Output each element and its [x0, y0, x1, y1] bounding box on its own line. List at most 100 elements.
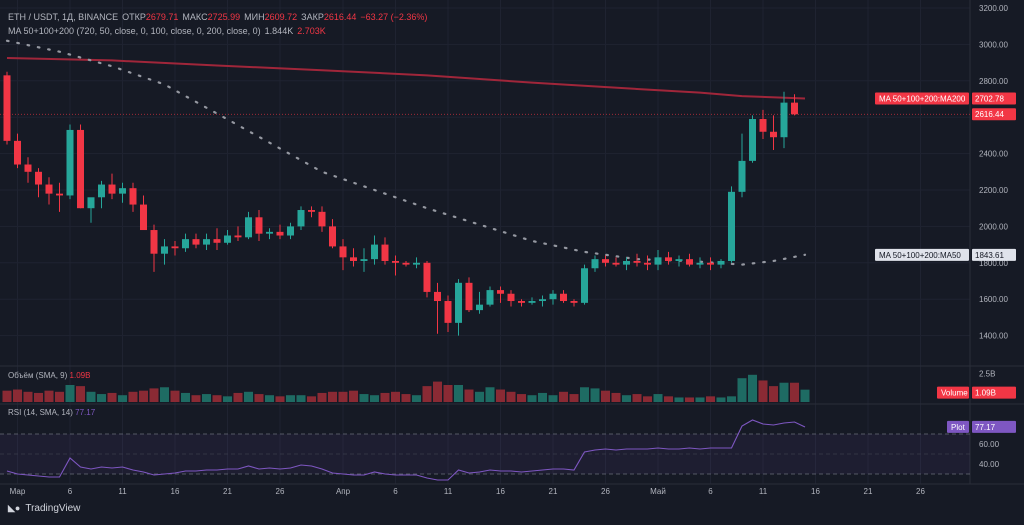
- candle-body: [287, 226, 294, 236]
- candle: [381, 237, 389, 265]
- candle: [255, 210, 263, 241]
- time-tick-label: 6: [708, 487, 713, 496]
- candle: [507, 290, 515, 307]
- candle-body: [497, 290, 504, 294]
- candle-body: [171, 246, 179, 249]
- rsi-tag-label: Plot: [951, 423, 966, 432]
- candle: [549, 290, 557, 305]
- candle-body: [413, 262, 420, 265]
- candle-body: [665, 257, 672, 261]
- volume-bar: [622, 395, 631, 402]
- rsi-legend: RSI (14, SMA, 14) 77.17: [8, 408, 95, 417]
- time-tick-label: 21: [864, 487, 873, 496]
- candle: [224, 230, 231, 245]
- rsi-title[interactable]: RSI (14, SMA, 14): [8, 408, 73, 417]
- ma200-tag-label-bg: [875, 92, 969, 105]
- volume-bar: [181, 392, 190, 402]
- candle-body: [140, 204, 147, 231]
- price-tick-label: 3000.00: [979, 40, 1008, 49]
- candle-body: [612, 262, 620, 265]
- candle: [686, 253, 693, 267]
- candle-body: [108, 184, 116, 194]
- candle: [3, 71, 11, 145]
- candle: [591, 255, 599, 272]
- volume-bar: [254, 394, 264, 402]
- volume-bar: [2, 390, 12, 402]
- candle-body: [507, 293, 515, 302]
- brand-name: TradingView: [25, 503, 81, 514]
- price-tick-label: 1800.00: [979, 259, 1008, 268]
- price-tick-label: 2000.00: [979, 222, 1008, 231]
- volume-bar: [464, 389, 474, 402]
- candle: [98, 180, 105, 209]
- volume-bar: [485, 387, 495, 402]
- time-tick-label: 21: [223, 487, 232, 496]
- volume-bar: [349, 390, 358, 402]
- candle-body: [654, 257, 662, 265]
- low-value: 2609.72: [264, 12, 298, 22]
- candle-body: [707, 262, 714, 265]
- ma50-tag: MA 50+100+200:MA50 1843.61: [875, 248, 1016, 261]
- volume-bar: [706, 396, 715, 402]
- volume-bar: [170, 390, 180, 402]
- ma-legend: MA 50+100+200 (720, 50, close, 0, 100, c…: [8, 24, 427, 38]
- candle: [581, 264, 588, 305]
- ma-title[interactable]: MA 50+100+200 (720, 50, close, 0, 100, c…: [8, 26, 261, 36]
- volume-bar: [412, 395, 421, 402]
- candle: [266, 228, 273, 240]
- candle: [339, 239, 347, 271]
- candle-body: [455, 282, 462, 323]
- candle-body: [759, 119, 767, 132]
- volume-bar: [538, 392, 547, 402]
- symbol-title[interactable]: ETH / USDT, 1Д, BINANCE: [8, 12, 119, 22]
- candle: [66, 124, 74, 200]
- tradingview-brand[interactable]: ◣● TradingView: [8, 503, 80, 514]
- ma200-tag-value-bg: [972, 92, 1016, 105]
- candle-body: [591, 259, 599, 269]
- candle-body: [329, 226, 336, 247]
- candle: [780, 91, 788, 149]
- candle-body: [675, 259, 683, 261]
- time-tick-label: 26: [916, 487, 925, 496]
- candle: [654, 250, 662, 271]
- volume-title[interactable]: Объём (SMA, 9): [8, 371, 68, 380]
- volume-bar: [233, 392, 243, 402]
- candle-body: [476, 304, 483, 311]
- rsi-tick-label: 60.00: [979, 440, 1000, 449]
- candle: [413, 257, 420, 269]
- candle-body: [150, 230, 158, 254]
- volume-bar: [748, 374, 757, 402]
- candle-body: [213, 239, 221, 243]
- volume-bar: [475, 391, 484, 402]
- candle-body: [717, 260, 725, 265]
- volume-bar: [790, 382, 799, 402]
- volume-legend: Объём (SMA, 9) 1.09B: [8, 371, 90, 380]
- candle-body: [549, 293, 557, 300]
- candle-body: [581, 268, 588, 303]
- rsi-tag-value-bg: [972, 420, 1016, 433]
- volume-bar: [758, 380, 768, 402]
- volume-bar: [800, 389, 810, 402]
- candle-body: [696, 262, 704, 265]
- price-tick-label: 2800.00: [979, 77, 1008, 86]
- volume-bar: [601, 390, 610, 402]
- candle: [161, 239, 168, 265]
- volume-bar: [160, 387, 169, 402]
- candle-body: [570, 301, 578, 303]
- candle: [45, 177, 53, 205]
- candle-body: [686, 259, 693, 265]
- candle: [696, 257, 704, 269]
- volume-tag-value: 1.09B: [975, 389, 996, 398]
- candle: [276, 224, 284, 240]
- volume-bars: [2, 374, 810, 402]
- candle: [644, 255, 651, 271]
- open-value: 2679.71: [145, 12, 179, 22]
- grid-lines: [0, 0, 970, 484]
- candle: [287, 222, 294, 240]
- close-label: ЗАКР: [301, 12, 324, 22]
- time-tick-label: Мар: [10, 487, 26, 496]
- candle: [297, 206, 305, 231]
- volume-bar: [380, 392, 390, 402]
